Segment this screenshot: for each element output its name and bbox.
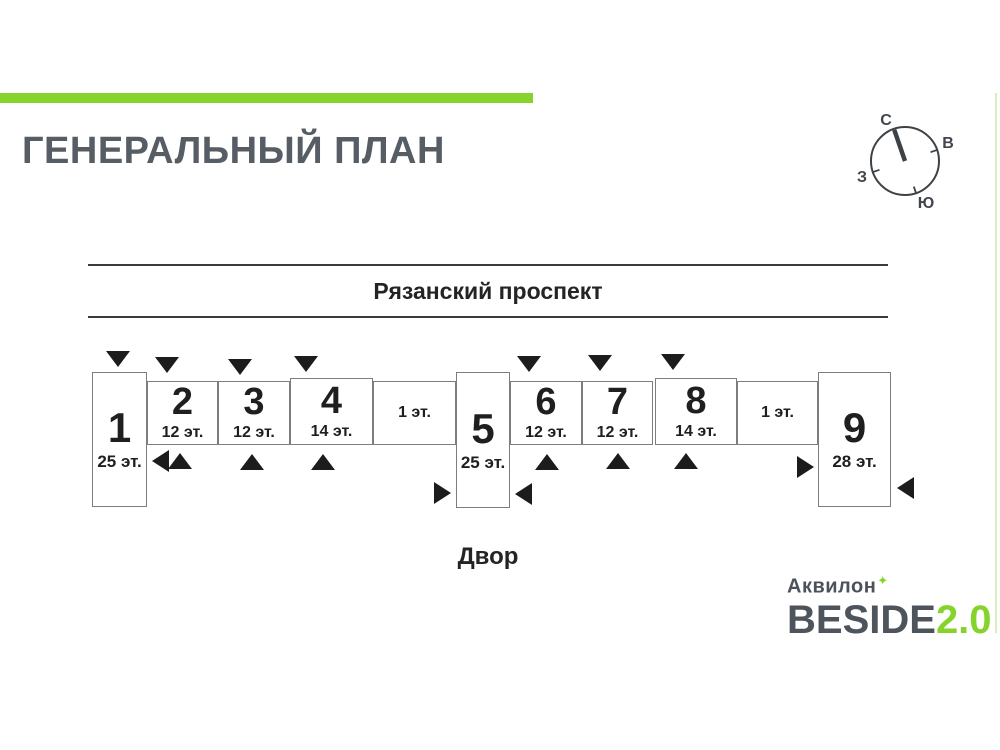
building-floors: 1 эт. [761,403,794,421]
building-floors: 12 эт. [596,424,639,442]
logo-company: Аквилон [787,575,877,598]
entrance-marker-down-icon [106,351,130,367]
building-number: 2 [171,381,194,424]
building-floors: 12 эт. [161,424,204,442]
building-floors: 14 эт. [675,422,717,440]
building-floors: 25 эт. [460,452,506,472]
entrance-marker-right-icon [433,481,451,504]
street-line-top [88,264,888,266]
building-floors: 25 эт. [97,452,142,472]
entrance-marker-up-icon [535,454,559,470]
entrance-marker-up-icon [606,453,630,469]
entrance-marker-down-icon [517,356,541,372]
page-title: ГЕНЕРАЛЬНЫЙ ПЛАН [22,130,445,172]
street-name: Рязанский проспект [373,278,603,304]
courtyard-label: Двор [457,543,519,570]
building-number: 3 [243,381,265,424]
entrance-marker-up-icon [168,453,192,469]
building-floors: 12 эт. [233,424,275,442]
entrance-marker-down-icon [661,354,685,370]
entrance-marker-down-icon [294,356,318,372]
entrance-marker-left-icon [896,476,914,499]
entrance-marker-down-icon [155,357,179,373]
building-5: 5 25 эт. [456,372,510,508]
building-number: 9 [842,404,867,452]
entrance-marker-left-icon [514,482,532,505]
building-low-rise: 1 эт. [737,381,818,445]
slide-edge-line [995,93,997,633]
building-number: 4 [320,379,343,422]
building-number: 5 [471,404,495,452]
building-number: 7 [606,381,629,424]
entrance-marker-left-icon [151,449,169,472]
building-number: 8 [685,379,707,422]
accent-bar [0,93,533,103]
building-9: 9 28 эт. [818,372,891,507]
entrance-marker-down-icon [228,359,252,375]
entrance-marker-up-icon [311,454,335,470]
building-low-rise: 1 эт. [373,381,456,445]
compass-west-label: З [856,169,868,186]
entrance-marker-down-icon [588,355,612,371]
logo-version: 2.0 [935,597,992,642]
sparkle-icon: ✦ [877,573,889,588]
building-floors: 12 эт. [525,424,567,442]
building-4: 4 14 эт. [290,378,373,445]
building-6: 6 12 эт. [510,381,582,445]
building-number: 6 [535,381,557,424]
building-floors: 28 эт. [832,452,877,472]
brand-logo: Аквилон✦ BESIDE2.0 [787,574,992,640]
building-3: 3 12 эт. [218,381,290,445]
building-floors: 14 эт. [310,422,353,440]
building-number: 1 [107,404,132,452]
compass-icon [870,126,940,196]
building-1: 1 25 эт. [92,372,147,507]
compass-north-label: С [880,112,892,129]
entrance-marker-up-icon [240,454,264,470]
building-2: 2 12 эт. [147,381,218,445]
entrance-marker-up-icon [674,453,698,469]
building-floors: 1 эт. [398,403,431,421]
street-line-bottom [88,316,888,318]
building-8: 8 14 эт. [655,378,737,445]
compass-south-label: Ю [917,195,935,212]
building-7: 7 12 эт. [582,381,653,445]
logo-name: BESIDE [787,597,936,642]
compass-east-label: В [942,135,954,152]
entrance-marker-right-icon [796,455,814,478]
compass: С В З Ю [845,101,965,221]
